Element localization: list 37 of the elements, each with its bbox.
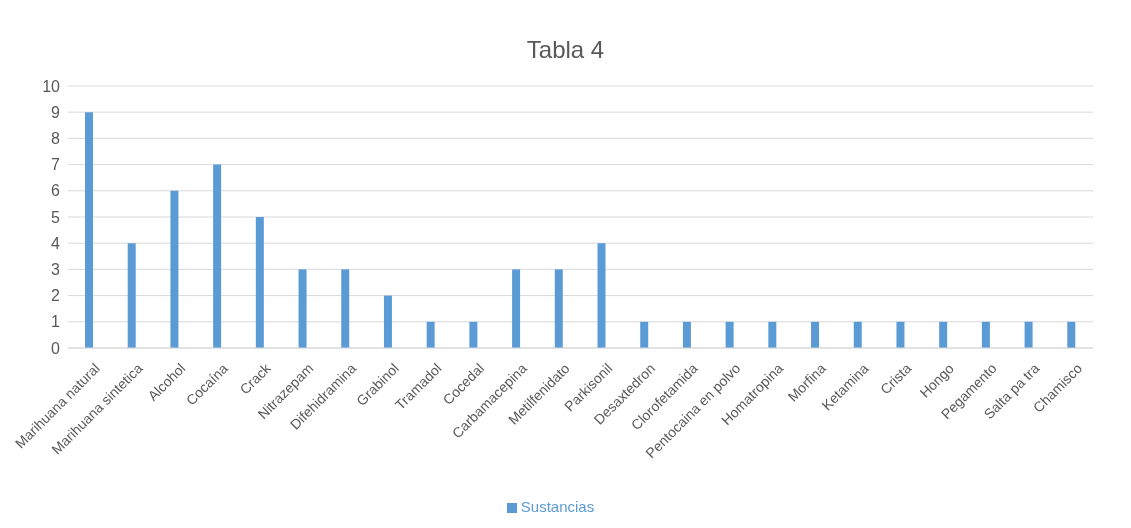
bar [127, 243, 136, 348]
bar [85, 112, 93, 348]
bar [853, 321, 862, 348]
bar [170, 190, 179, 348]
bar [469, 321, 478, 348]
y-tick-label: 9 [51, 103, 61, 121]
chart-title: Tabla 4 [525, 35, 606, 65]
y-tick-label: 8 [51, 130, 61, 148]
y-tick-label: 0 [51, 339, 61, 357]
bar [298, 269, 307, 348]
bar [682, 321, 691, 348]
bar [341, 269, 350, 348]
bar [512, 269, 521, 348]
y-tick-label: 6 [51, 182, 61, 200]
bar [213, 164, 222, 348]
y-tick-label: 1 [51, 313, 61, 331]
bar [981, 321, 990, 348]
bar [725, 321, 734, 348]
bar [1067, 321, 1076, 348]
bar [255, 217, 264, 348]
bar [939, 321, 948, 348]
y-tick-label: 3 [51, 261, 61, 279]
bar [768, 321, 777, 348]
bar [1024, 321, 1033, 348]
bar [640, 321, 649, 348]
y-tick-label: 5 [51, 208, 61, 226]
legend-label: Sustancias [520, 498, 595, 515]
bar [811, 321, 820, 348]
bar [426, 321, 435, 348]
bar [554, 269, 563, 348]
y-tick-label: 2 [51, 287, 61, 305]
y-tick-label: 4 [51, 234, 61, 252]
bar [597, 243, 606, 348]
y-tick-label: 10 [42, 77, 61, 95]
bar [383, 295, 392, 348]
bar [896, 321, 905, 348]
y-tick-label: 7 [51, 156, 61, 174]
